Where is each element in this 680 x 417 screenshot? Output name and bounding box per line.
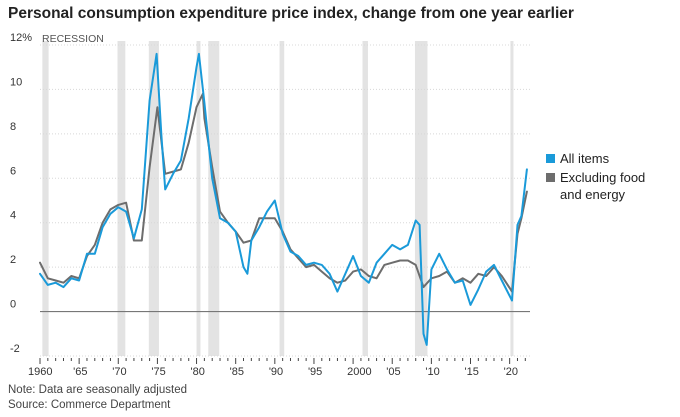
x-tick-label: '85 [230, 366, 244, 378]
x-tick-label: '65 [73, 366, 87, 378]
x-tick-label: 1960 [28, 366, 52, 378]
recession-bands [42, 41, 514, 356]
legend-label-core: Excluding food [560, 170, 646, 185]
x-tick-label: '20 [504, 366, 518, 378]
y-tick-label: 0 [10, 299, 16, 311]
recession-band [510, 41, 514, 356]
x-tick-label: '90 [269, 366, 283, 378]
series-lines [39, 52, 528, 346]
recession-band [117, 41, 126, 356]
y-tick-label: 12% [10, 32, 32, 44]
x-tick-label: '10 [425, 366, 439, 378]
x-tick-label: '70 [112, 366, 126, 378]
y-tick-label: 4 [10, 210, 16, 222]
note-text: Note: Data are seasonally adjusted [8, 384, 187, 396]
y-axis-ticks: -2 0 2 4 6 8 10 12% [10, 32, 32, 355]
recession-band [196, 41, 201, 356]
legend-swatch-core [546, 173, 555, 182]
x-tick-label: '05 [386, 366, 400, 378]
y-tick-label: 10 [10, 76, 22, 88]
y-tick-label: -2 [10, 343, 20, 355]
series-line-all-items [39, 52, 528, 346]
recession-band [362, 41, 368, 356]
recession-band [148, 41, 159, 356]
x-tick-label: 2000 [347, 366, 371, 378]
recession-band [414, 41, 428, 356]
legend-item-all-items: All items [546, 150, 645, 167]
legend-label-all-items: All items [560, 151, 610, 166]
y-tick-label: 6 [10, 165, 16, 177]
source-text: Source: Commerce Department [8, 399, 171, 411]
x-axis-ticks: 1960 '65 '70 '75 '80 '85 '90 '95 2000 '05 '10 '15 '2… [28, 358, 526, 378]
x-tick-label: '15 [465, 366, 479, 378]
grid-lines [40, 44, 530, 357]
recession-band [208, 41, 220, 356]
legend: All items Excluding food and energy [546, 150, 645, 205]
legend-label-core-2: and energy [560, 187, 626, 202]
x-tick-label: '80 [191, 366, 205, 378]
y-tick-label: 8 [10, 121, 16, 133]
recession-band [279, 41, 285, 356]
recession-label: RECESSION [42, 33, 104, 45]
chart-title: Personal consumption expenditure price i… [8, 5, 574, 22]
y-tick-label: 2 [10, 254, 16, 266]
x-tick-label: '75 [151, 366, 165, 378]
recession-band [42, 41, 49, 356]
legend-item-core: Excluding food and energy [546, 169, 645, 203]
x-tick-label: '95 [308, 366, 322, 378]
footnotes: Note: Data are seasonally adjusted Sourc… [8, 383, 187, 413]
legend-swatch-all-items [546, 154, 555, 163]
